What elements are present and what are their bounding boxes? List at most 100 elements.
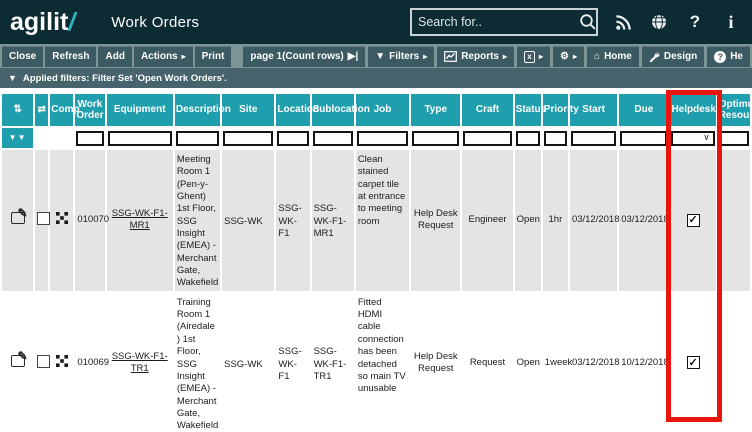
- filter-input-location[interactable]: [277, 130, 309, 146]
- recurrence-icon[interactable]: ⇄: [37, 104, 46, 116]
- cell-priority: 1hr: [542, 150, 568, 291]
- cell-status: Open: [514, 150, 541, 291]
- rss-feed-icon[interactable]: [612, 11, 634, 33]
- filter-input-sublocation[interactable]: [312, 130, 353, 146]
- equipment-link[interactable]: SSG-WK-F1-TR1: [111, 350, 168, 375]
- reports-button[interactable]: Reports ▸: [437, 45, 515, 67]
- filter-input-type[interactable]: [412, 130, 460, 146]
- cell-due: 10/12/2018: [619, 292, 669, 432]
- print-button[interactable]: Print: [194, 45, 232, 67]
- row-checkbox[interactable]: [37, 354, 51, 368]
- filter-funnel-cell[interactable]: ▼▼: [2, 128, 34, 148]
- work-orders-grid: ⇅ ⇄ Comp Work Order Equipment Descriptio…: [0, 92, 752, 432]
- double-funnel-icon[interactable]: ▼▼: [8, 132, 27, 142]
- filter-input-description[interactable]: [175, 130, 220, 146]
- cell-start: 03/12/2018: [569, 150, 619, 291]
- cell-location: SSG-WK-F1: [276, 150, 310, 291]
- edit-icon[interactable]: ✎: [10, 349, 28, 367]
- cell-status: Open: [514, 292, 541, 432]
- column-header-due[interactable]: Due: [619, 94, 669, 126]
- refresh-button[interactable]: Refresh: [45, 45, 97, 67]
- search-box[interactable]: [410, 8, 598, 36]
- helpdesk-checkbox-checked[interactable]: ✓: [686, 356, 700, 370]
- chevron-down-icon: ∨: [703, 132, 710, 143]
- column-header-equipment[interactable]: Equipment: [106, 94, 173, 126]
- wrench-icon: [649, 51, 660, 62]
- chevron-right-icon: ▸: [573, 52, 578, 61]
- cell-description: Meeting Room 1 (Pen-y-Ghent) 1st Floor, …: [174, 150, 221, 291]
- column-header-site[interactable]: Site: [222, 94, 275, 126]
- column-header-recurrence[interactable]: ⇄: [35, 94, 49, 126]
- work-order-row: ✎ 010069 SSG-WK-F1-TR1 Training Room 1 (…: [2, 292, 750, 432]
- cell-optimum-resource: [717, 150, 750, 291]
- cell-craft: Request: [462, 292, 513, 432]
- skip-end-icon[interactable]: ▶|: [347, 50, 359, 62]
- filter-select-helpdesk[interactable]: ∨: [671, 130, 715, 146]
- cell-work-order: 010069: [75, 292, 109, 432]
- add-button[interactable]: Add: [98, 45, 132, 67]
- column-header-start[interactable]: Start: [569, 94, 618, 126]
- column-header-helpdesk[interactable]: Helpdesk: [670, 94, 716, 126]
- actions-button[interactable]: Actions ▸: [133, 45, 193, 67]
- applied-filters-label: Applied filters: Filter Set 'Open Work O…: [22, 72, 227, 84]
- design-button[interactable]: Design: [641, 45, 705, 67]
- edit-icon[interactable]: ✎: [10, 206, 28, 225]
- column-header-location[interactable]: Location: [276, 94, 319, 126]
- column-header-type[interactable]: Type: [411, 94, 461, 126]
- close-button[interactable]: Close: [2, 45, 44, 67]
- info-icon[interactable]: i: [728, 11, 734, 32]
- column-header-sublocation[interactable]: Sublocation: [311, 94, 370, 126]
- help-button[interactable]: ? He: [707, 45, 750, 67]
- helpdesk-checkbox-checked[interactable]: ✓: [686, 213, 700, 227]
- filter-input-optimum-resource[interactable]: [718, 130, 749, 146]
- column-header-optimum-resource[interactable]: Optimum Resource: [717, 94, 752, 126]
- cell-start: 03/12/2018: [569, 292, 619, 432]
- column-header-craft[interactable]: Craft: [462, 94, 513, 126]
- row-checkbox[interactable]: [37, 211, 51, 225]
- filter-input-site[interactable]: [223, 130, 274, 146]
- cell-site: SSG-WK: [222, 150, 275, 291]
- equipment-link[interactable]: SSG-WK-F1-MR1: [111, 208, 168, 232]
- column-header-work-order[interactable]: Work Order: [75, 94, 105, 126]
- filter-input-craft[interactable]: [463, 130, 512, 146]
- cell-due: 03/12/2018: [619, 150, 669, 291]
- completion-icon[interactable]: [55, 212, 68, 225]
- column-header-status[interactable]: Status: [514, 94, 546, 126]
- applied-filters-bar: ▼ Applied filters: Filter Set 'Open Work…: [0, 68, 752, 88]
- cell-type: Help Desk Request: [411, 292, 461, 432]
- search-icon[interactable]: [579, 13, 597, 31]
- help-icon[interactable]: ?: [689, 12, 701, 31]
- cell-site: SSG-WK: [222, 292, 275, 432]
- filter-input-priority[interactable]: [543, 130, 567, 146]
- column-header-tools[interactable]: ⇅: [2, 94, 34, 126]
- filter-input-equipment[interactable]: [107, 130, 172, 146]
- sort-icon[interactable]: ⇅: [13, 104, 22, 116]
- globe-icon[interactable]: [648, 11, 670, 33]
- page-title: Work Orders: [111, 13, 200, 31]
- cell-type: Help Desk Request: [411, 150, 461, 291]
- home-icon: ⌂: [594, 50, 601, 62]
- toolbar: Close Refresh Add Actions ▸ Print page 1(…: [0, 44, 752, 68]
- logo-slash-icon: /: [68, 7, 76, 36]
- filter-input-job[interactable]: [356, 130, 409, 146]
- filter-input-work-order[interactable]: [76, 130, 104, 146]
- completion-icon[interactable]: [55, 355, 68, 367]
- home-button[interactable]: ⌂ Home: [587, 45, 639, 67]
- funnel-icon: ▼: [375, 50, 386, 62]
- question-circle-icon: ?: [714, 50, 727, 63]
- filter-input-due[interactable]: [620, 130, 668, 146]
- filter-input-status[interactable]: [515, 130, 540, 146]
- search-input[interactable]: [418, 15, 579, 29]
- export-excel-button[interactable]: x ▸: [517, 45, 551, 67]
- column-header-comp[interactable]: Comp: [50, 94, 80, 126]
- pagination-control[interactable]: page 1(Count rows) ▶|: [243, 45, 366, 67]
- settings-button[interactable]: ⚙ ▸: [553, 45, 585, 67]
- cell-sublocation: SSG-WK-F1-TR1: [311, 292, 354, 432]
- column-header-priority[interactable]: Priority: [542, 94, 579, 126]
- filter-input-start[interactable]: [570, 130, 617, 146]
- cell-sublocation: SSG-WK-F1-MR1: [311, 150, 354, 291]
- column-header-job[interactable]: Job: [355, 94, 410, 126]
- filters-button[interactable]: ▼ Filters ▸: [368, 45, 435, 67]
- chevron-right-icon: ▸: [423, 52, 428, 61]
- column-header-description[interactable]: Description: [174, 94, 231, 126]
